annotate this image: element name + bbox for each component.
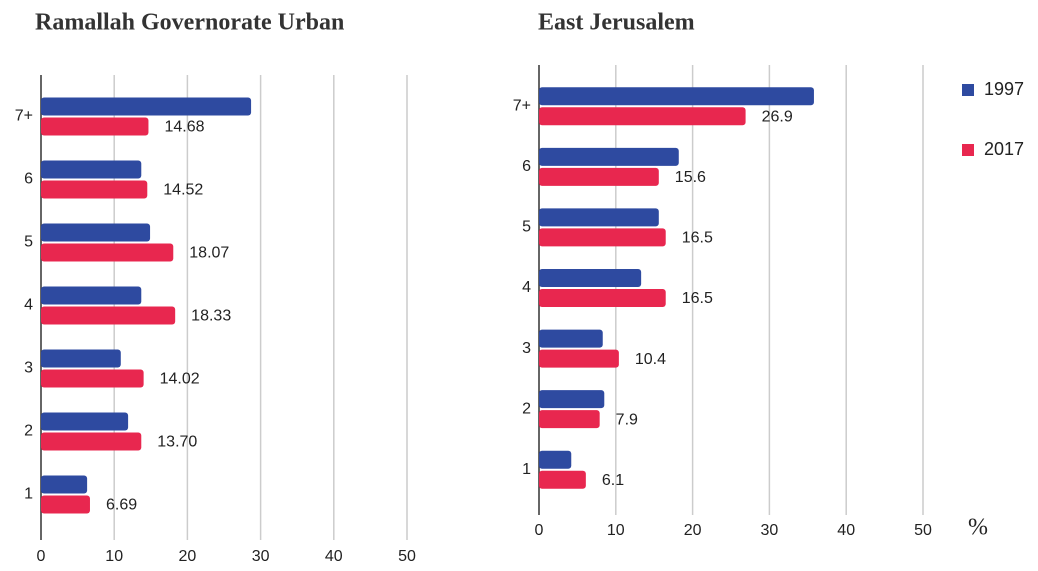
data-label: 14.52: [163, 182, 203, 199]
bar: [41, 97, 252, 116]
x-tick-label: 20: [179, 548, 197, 565]
bar: [41, 223, 151, 242]
bar: [41, 306, 176, 325]
bar: [539, 228, 666, 247]
bar: [539, 289, 666, 307]
y-tick-label: 6: [24, 171, 33, 188]
chart-title: East Jerusalem: [538, 10, 695, 36]
bar: [539, 147, 679, 166]
bar: [41, 243, 174, 262]
x-tick-label: 0: [535, 522, 544, 539]
y-tick-label: 5: [522, 219, 531, 236]
x-tick-label: 40: [837, 522, 855, 539]
bar: [41, 117, 149, 136]
x-axis-label: %: [968, 515, 988, 541]
chart-title: Ramallah Governorate Urban: [35, 10, 344, 36]
y-tick-label: 5: [24, 234, 33, 251]
x-tick-label: 40: [325, 548, 343, 565]
legend-label: 2017: [984, 139, 1024, 159]
bar: [41, 432, 142, 451]
x-tick-label: 30: [252, 548, 270, 565]
x-tick-label: 0: [37, 548, 46, 565]
y-tick-label: 7+: [15, 108, 33, 125]
data-label: 13.70: [157, 434, 197, 451]
data-label: 26.9: [762, 109, 793, 126]
x-tick-label: 10: [607, 522, 625, 539]
data-label: 16.5: [682, 230, 713, 247]
legend-swatch: [962, 144, 974, 156]
bar: [539, 208, 659, 227]
x-tick-label: 10: [105, 548, 123, 565]
data-label: 7.9: [616, 411, 638, 428]
data-label: 14.68: [164, 119, 204, 136]
bar: [41, 475, 88, 494]
legend-label: 1997: [984, 79, 1024, 99]
data-label: 10.4: [635, 351, 666, 368]
data-label: 15.6: [675, 169, 706, 186]
y-tick-label: 3: [24, 360, 33, 377]
data-label: 6.1: [602, 472, 624, 489]
data-label: 18.07: [189, 245, 229, 262]
bar: [41, 369, 144, 388]
bar: [539, 390, 605, 409]
y-tick-label: 6: [522, 158, 531, 175]
x-tick-label: 50: [398, 548, 416, 565]
x-tick-label: 30: [761, 522, 779, 539]
bar: [539, 269, 642, 287]
data-label: 6.69: [106, 497, 137, 514]
bar: [539, 410, 600, 429]
y-tick-label: 1: [24, 486, 33, 503]
bar: [41, 412, 129, 431]
bar: [41, 349, 121, 368]
y-tick-label: 7+: [513, 98, 531, 115]
y-tick-label: 1: [522, 461, 531, 478]
bar: [539, 349, 619, 368]
y-tick-label: 2: [24, 423, 33, 440]
bar: [539, 470, 586, 489]
bar: [539, 450, 572, 469]
y-tick-label: 4: [24, 297, 33, 314]
data-label: 16.5: [682, 290, 713, 307]
bar: [539, 107, 746, 126]
bar: [41, 495, 90, 514]
x-tick-label: 50: [914, 522, 932, 539]
bar: [41, 180, 148, 199]
bar: [41, 286, 142, 305]
bar: [539, 167, 659, 186]
y-tick-label: 2: [522, 400, 531, 417]
y-tick-label: 4: [522, 279, 531, 296]
bar: [41, 160, 142, 179]
data-label: 14.02: [160, 371, 200, 388]
bar: [539, 87, 814, 106]
y-tick-label: 3: [522, 340, 531, 357]
x-tick-label: 20: [684, 522, 702, 539]
legend-swatch: [962, 84, 974, 96]
data-label: 18.33: [191, 308, 231, 325]
bar: [539, 329, 603, 348]
